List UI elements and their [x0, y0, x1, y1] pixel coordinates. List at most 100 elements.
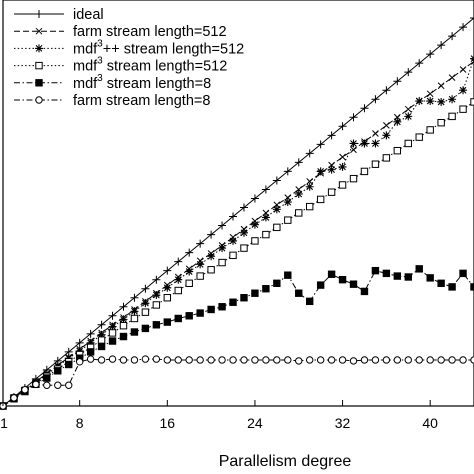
- legend-marker: [35, 10, 43, 18]
- x-tick-label: 40: [422, 415, 438, 431]
- data-point: [119, 322, 128, 330]
- data-point: [284, 271, 292, 279]
- series-line: [2, 268, 474, 407]
- data-point: [426, 274, 434, 282]
- data-point: [437, 356, 445, 364]
- data-point: [152, 355, 161, 363]
- data-point: [349, 357, 358, 365]
- data-point: [426, 126, 434, 134]
- data-point: [316, 356, 325, 364]
- data-point: [448, 283, 456, 291]
- data-point: [448, 74, 456, 81]
- data-point: [218, 303, 226, 311]
- data-point: [130, 314, 139, 323]
- data-point: [459, 356, 467, 364]
- series-line: [2, 17, 474, 407]
- data-point: [349, 113, 358, 122]
- legend-label: farm stream length=512: [73, 24, 227, 40]
- data-point: [185, 248, 194, 257]
- x-tick-label: 16: [160, 415, 176, 431]
- data-point: [196, 272, 204, 280]
- data-point: [32, 380, 40, 389]
- data-point: [295, 289, 303, 297]
- data-point: [382, 154, 391, 162]
- data-point: [97, 356, 106, 364]
- data-point: [426, 90, 434, 98]
- data-point: [415, 356, 423, 364]
- data-point: [262, 230, 270, 239]
- legend-label: farm stream length=8: [73, 93, 210, 109]
- data-point: [141, 355, 150, 363]
- data-point: [360, 104, 369, 113]
- data-point: [415, 59, 424, 68]
- data-point: [283, 198, 292, 207]
- data-point: [393, 272, 402, 280]
- x-tick-label: 24: [247, 415, 263, 431]
- data-point: [250, 194, 259, 203]
- data-point: [404, 105, 412, 113]
- data-point: [130, 328, 139, 336]
- legend-item: ideal: [14, 7, 104, 23]
- data-point: [108, 337, 117, 345]
- data-point: [119, 356, 128, 364]
- data-point: [86, 355, 95, 363]
- data-point: [86, 348, 95, 356]
- data-point: [10, 394, 18, 402]
- data-point: [229, 236, 238, 245]
- data-point: [174, 275, 183, 284]
- series-6: [0, 355, 474, 410]
- data-point: [382, 131, 391, 140]
- plot-border: [2, 0, 474, 407]
- data-point: [174, 286, 182, 295]
- data-point: [229, 212, 238, 221]
- legend-item: mdf3++ stream length=512: [14, 38, 244, 57]
- data-point: [426, 97, 435, 106]
- data-point: [404, 356, 412, 364]
- data-point: [229, 251, 237, 260]
- data-point: [141, 299, 150, 308]
- data-point: [371, 160, 380, 168]
- data-point: [240, 244, 248, 252]
- series-line: [2, 358, 474, 407]
- data-point: [239, 203, 248, 212]
- data-point: [415, 133, 423, 141]
- legend-item: mdf3 stream length=512: [14, 56, 227, 75]
- data-point: [371, 95, 380, 104]
- data-point: [382, 356, 391, 364]
- data-point: [130, 307, 139, 316]
- data-point: [459, 23, 468, 32]
- legend-item: farm stream length=8: [14, 93, 210, 109]
- data-point: [251, 237, 259, 245]
- data-point: [404, 139, 412, 148]
- data-point: [251, 356, 259, 364]
- legend-marker: [35, 79, 43, 87]
- data-point: [383, 122, 390, 129]
- data-point: [393, 77, 402, 86]
- data-point: [295, 357, 303, 365]
- data-point: [218, 356, 226, 364]
- data-point: [305, 356, 314, 364]
- data-point: [207, 266, 215, 274]
- data-point: [207, 252, 216, 261]
- data-point: [305, 297, 314, 306]
- data-point: [327, 356, 336, 364]
- data-point: [75, 358, 84, 366]
- x-tick-label: 1: [0, 415, 8, 431]
- series-layer: [0, 14, 474, 410]
- data-point: [371, 266, 380, 275]
- data-point: [229, 356, 237, 364]
- data-point: [360, 139, 369, 148]
- legend-marker: [35, 44, 43, 53]
- data-point: [251, 289, 259, 297]
- data-point: [338, 122, 347, 131]
- x-axis-label: Parallelism degree: [219, 453, 352, 470]
- data-point: [338, 356, 347, 364]
- data-point: [196, 309, 204, 317]
- data-point: [415, 97, 424, 106]
- data-point: [305, 149, 314, 158]
- legend-label: mdf3 stream length=512: [73, 56, 227, 75]
- data-point: [327, 270, 336, 278]
- data-point: [163, 356, 172, 364]
- data-point: [360, 356, 369, 364]
- data-point: [240, 294, 248, 302]
